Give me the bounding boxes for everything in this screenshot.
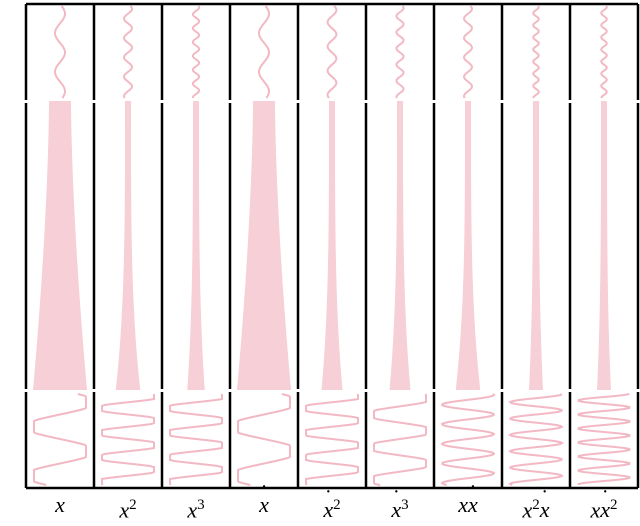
column-label-6: x3 (366, 490, 434, 525)
divider-gap (160, 100, 164, 103)
bottom-wave-7 (440, 393, 496, 486)
taper-fill-5 (321, 101, 343, 390)
taper-fill-8 (529, 101, 543, 390)
top-wave-1 (53, 5, 66, 99)
top-wave-8 (532, 5, 540, 99)
bottom-wave-5 (305, 394, 359, 486)
column-label-8: x2x (502, 490, 570, 525)
bottom-wave-6 (373, 393, 427, 486)
divider-gap (364, 389, 368, 392)
divider-gap (160, 389, 164, 392)
divider-gap (228, 100, 232, 103)
divider-gap (568, 389, 572, 392)
divider-gap (500, 389, 504, 392)
frame-lines (24, 2, 640, 490)
divider-gap (296, 100, 300, 103)
top-wave-9 (600, 5, 608, 99)
bottom-wave-8 (507, 393, 565, 486)
column-label-1: x (55, 492, 65, 517)
divider-gap (92, 100, 96, 103)
divider-gap (24, 100, 28, 103)
bottom-wave-1 (33, 393, 87, 486)
divider-gap (364, 100, 368, 103)
bottom-wave-3 (169, 394, 223, 486)
divider-gap (296, 389, 300, 392)
bottom-wave-4 (237, 393, 291, 486)
taper-fill-1 (33, 101, 87, 390)
top-wave-2 (122, 5, 134, 99)
taper-fill-2 (115, 101, 141, 390)
divider-gap (636, 389, 640, 392)
panel-group (33, 5, 631, 486)
column-label-5: x2 (298, 490, 366, 525)
divider-gap (432, 100, 436, 103)
top-wave-7 (462, 5, 474, 99)
divider-gap (432, 389, 436, 392)
top-wave-5 (326, 5, 338, 99)
bottom-wave-9 (577, 393, 631, 485)
divider-gap (92, 389, 96, 392)
divider-gap (636, 100, 640, 103)
top-wave-3 (191, 5, 201, 99)
column-label-9: xx2 (570, 490, 638, 525)
divider-gap (228, 389, 232, 392)
column-label-7: xx (434, 490, 502, 520)
divider-gap (568, 100, 572, 103)
taper-fill-4 (237, 101, 291, 390)
top-wave-4 (257, 5, 270, 99)
taper-fill-7 (455, 101, 481, 390)
divider-gap (500, 100, 504, 103)
divider-gap (24, 389, 28, 392)
taper-fill-9 (597, 101, 611, 390)
column-label-3: x3 (187, 497, 205, 523)
taper-fill-6 (389, 101, 411, 390)
top-wave-6 (395, 5, 405, 99)
column-label-2: x2 (119, 497, 137, 523)
taper-fill-3 (187, 101, 205, 390)
bottom-wave-2 (101, 394, 155, 486)
column-label-4: x (230, 490, 298, 520)
